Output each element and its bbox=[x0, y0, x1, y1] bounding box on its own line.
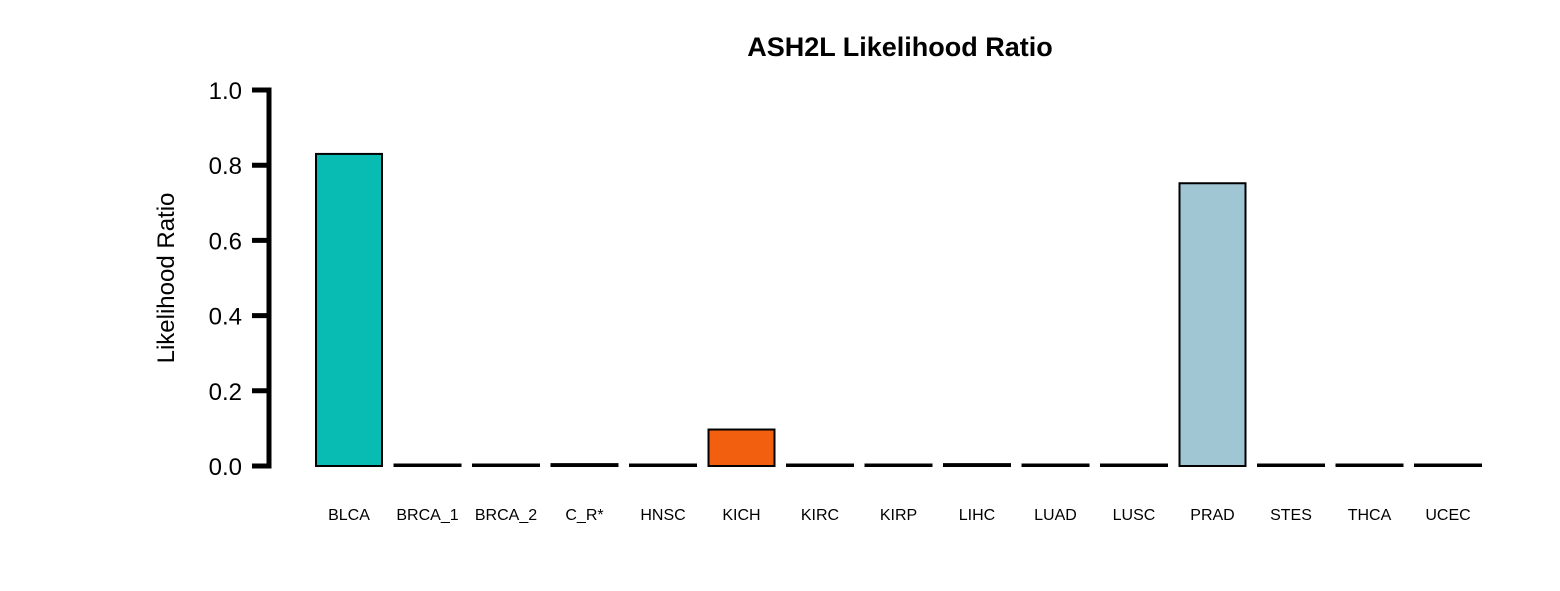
bar-kirc bbox=[786, 463, 854, 467]
x-tick-label: LIHC bbox=[959, 507, 995, 524]
x-tick-label: UCEC bbox=[1425, 507, 1470, 524]
x-tick-label: HNSC bbox=[640, 507, 685, 524]
x-tick-label: THCA bbox=[1348, 507, 1392, 524]
bar-brca-2 bbox=[472, 463, 540, 467]
x-tick-label: PRAD bbox=[1190, 507, 1234, 524]
bars-group bbox=[315, 152, 1482, 468]
y-axis: 0.0 0.2 0.4 0.6 0.8 1.0 bbox=[209, 78, 272, 481]
y-tick-label: 0.8 bbox=[209, 153, 242, 180]
x-tick-label: LUSC bbox=[1113, 507, 1156, 524]
bar-luad bbox=[1021, 463, 1090, 467]
x-tick-label: LUAD bbox=[1034, 507, 1077, 524]
y-axis-label: Likelihood Ratio bbox=[153, 193, 180, 364]
bar-prad bbox=[1178, 182, 1247, 468]
x-tick-label: KIRP bbox=[880, 507, 917, 524]
bar-hnsc bbox=[629, 463, 697, 467]
x-tick-label: BRCA_1 bbox=[396, 507, 458, 524]
x-tick-label: STES bbox=[1270, 507, 1312, 524]
x-tick-label: BLCA bbox=[328, 507, 370, 524]
chart-title: ASH2L Likelihood Ratio bbox=[747, 32, 1053, 62]
bar-ucec bbox=[1414, 463, 1482, 467]
bar-lihc bbox=[943, 463, 1011, 467]
y-tick-label: 0.4 bbox=[209, 304, 242, 331]
x-tick-label: BRCA_2 bbox=[475, 507, 537, 524]
x-tick-label: KIRC bbox=[801, 507, 839, 524]
x-tick-labels: BLCA BRCA_1 BRCA_2 C_R* HNSC KICH KIRC KIRP LIHC… bbox=[328, 507, 1471, 524]
bar-stes bbox=[1257, 463, 1325, 467]
bar-kich bbox=[707, 428, 776, 468]
bar-thca bbox=[1335, 463, 1404, 467]
bar-lusc bbox=[1100, 463, 1168, 467]
bar-c-r bbox=[550, 463, 619, 467]
bar-kirp bbox=[864, 463, 933, 467]
y-tick-label: 0.0 bbox=[209, 454, 242, 481]
x-tick-label: KICH bbox=[722, 507, 760, 524]
bar-brca-1 bbox=[393, 463, 462, 467]
y-tick-label: 0.6 bbox=[209, 228, 242, 255]
y-tick-label: 1.0 bbox=[209, 78, 242, 105]
x-tick-label: C_R* bbox=[565, 507, 603, 524]
y-tick-label: 0.2 bbox=[209, 379, 242, 406]
bar-blca bbox=[315, 152, 383, 467]
